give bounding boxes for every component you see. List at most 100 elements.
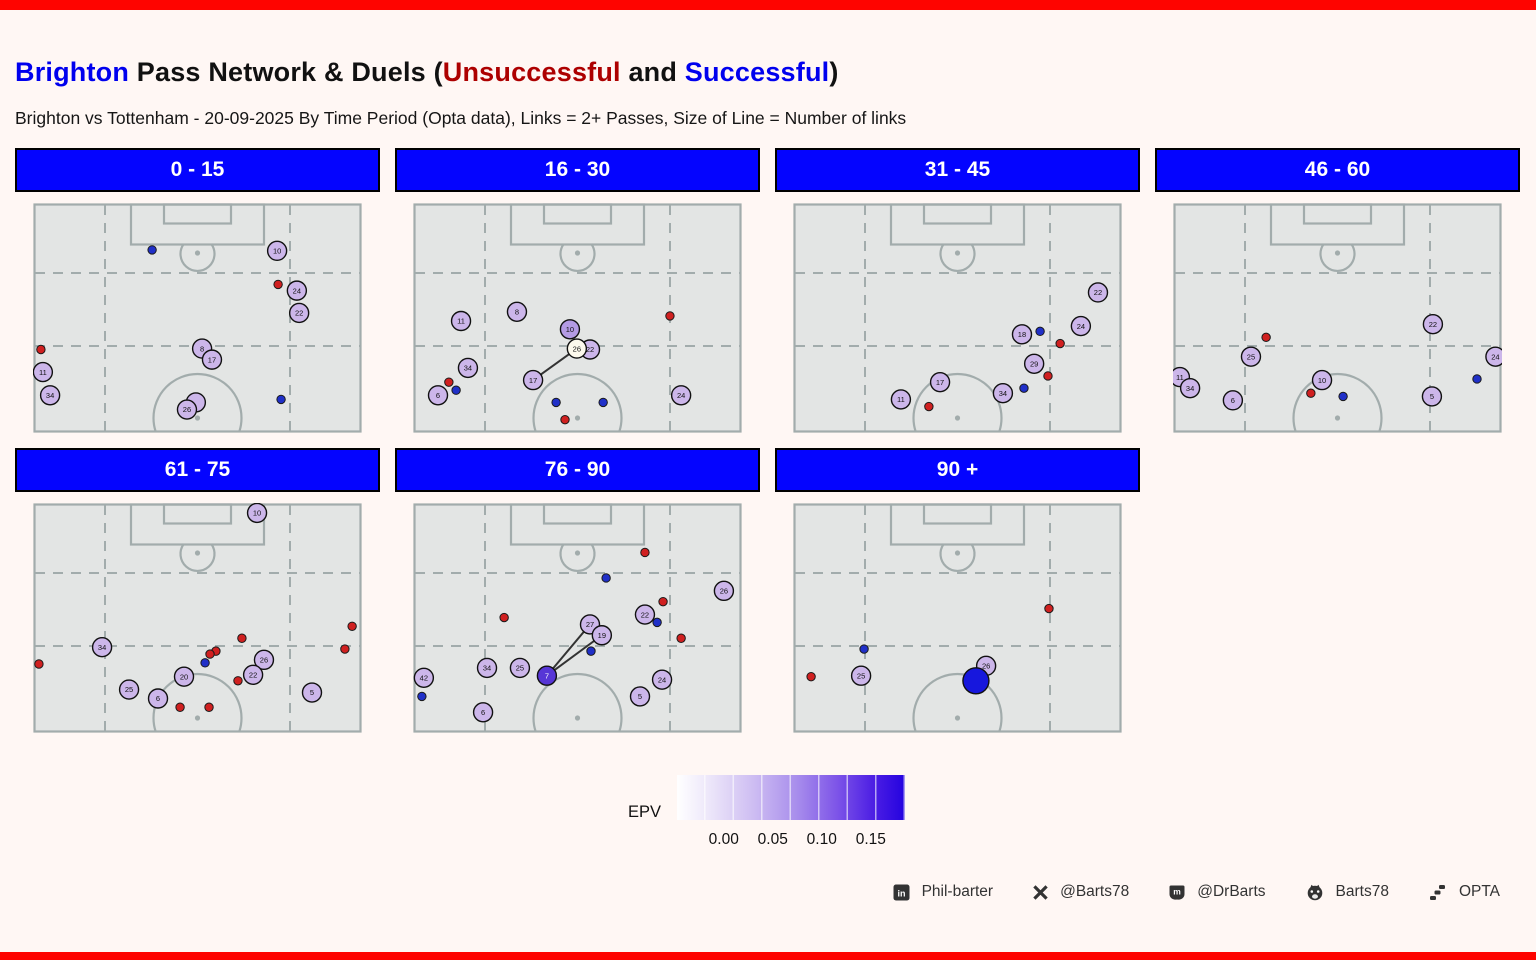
epv-legend-label: EPV xyxy=(628,803,662,821)
duel-dot-unsuccessful xyxy=(658,596,668,607)
duel-dot-successful xyxy=(1035,326,1045,337)
player-node: 29 xyxy=(1023,353,1045,374)
subtitle: Brighton vs Tottenham - 20-09-2025 By Ti… xyxy=(15,108,907,128)
player-node: 17 xyxy=(201,349,223,370)
player-node: 24 xyxy=(1485,346,1502,367)
duel-dot-successful xyxy=(451,385,461,395)
player-number: 22 xyxy=(1429,320,1437,329)
player-number: 5 xyxy=(1430,392,1434,401)
player-node: 26 xyxy=(176,399,198,420)
player-node: 10 xyxy=(246,503,268,524)
player-number: 22 xyxy=(586,345,594,354)
footer-handle: @DrBarts xyxy=(1197,883,1266,900)
player-number: 24 xyxy=(1077,322,1085,331)
duel-dot-successful xyxy=(1019,383,1029,393)
duel-dot-successful xyxy=(1472,374,1482,384)
player-node: 24 xyxy=(651,669,673,690)
duel-dot-unsuccessful xyxy=(273,279,283,290)
pitch-overlay: 10 24 22 8 17 11 34 26 xyxy=(33,240,310,420)
player-number: 34 xyxy=(46,391,54,400)
player-node: 11 xyxy=(890,389,912,410)
player-number: 34 xyxy=(464,364,472,373)
footer-handle: Barts78 xyxy=(1335,883,1389,900)
player-node: 10 xyxy=(1311,369,1333,391)
player-number: 26 xyxy=(982,662,990,671)
footer-item-x: @Barts78 xyxy=(1033,883,1129,901)
player-node: 11 xyxy=(33,361,54,383)
player-node: 5 xyxy=(1421,386,1443,407)
duel-dot-unsuccessful xyxy=(1306,388,1316,398)
title-and: and xyxy=(620,57,685,87)
duel-dot-successful xyxy=(601,573,611,583)
player-number: 24 xyxy=(658,675,666,684)
pitch: 26 22 27 19 34 25 42 24 5 6 7 xyxy=(413,503,742,733)
player-node: 26 xyxy=(566,338,588,359)
player-node: 20 xyxy=(173,666,195,687)
duel-dot-unsuccessful xyxy=(175,702,185,712)
duel-dot-unsuccessful xyxy=(233,676,243,686)
duel-dot-successful xyxy=(859,644,869,654)
time-panel-16-30: 16 - 30 8 11 10 22 26 34 17 6 24 xyxy=(395,148,760,433)
duel-dot-successful xyxy=(652,617,662,628)
time-panel-76-90: 76 - 90 26 22 27 19 34 25 42 24 5 6 7 xyxy=(395,448,760,733)
panel-header: 61 - 75 xyxy=(15,448,380,492)
svg-text:m: m xyxy=(1173,886,1181,896)
pitch: 22 24 18 29 17 34 11 xyxy=(793,203,1122,433)
player-number: 34 xyxy=(98,643,106,652)
duel-dot-unsuccessful xyxy=(924,401,934,412)
player-node: 25 xyxy=(118,679,140,700)
footer-item-opta: OPTA xyxy=(1429,883,1500,901)
legend-tick: 0.10 xyxy=(806,831,837,848)
footer-handle: Phil-barter xyxy=(921,883,994,900)
duel-dot-unsuccessful xyxy=(205,649,215,659)
title-close: ) xyxy=(829,57,839,87)
duel-dot-unsuccessful xyxy=(237,633,247,643)
pitch-overlay: 22 25 24 11 10 34 6 5 xyxy=(1173,314,1502,411)
player-node: 24 xyxy=(670,385,692,406)
player-number: 8 xyxy=(200,344,204,353)
player-number: 22 xyxy=(641,610,649,619)
player-node: 34 xyxy=(91,637,113,658)
player-node: 17 xyxy=(929,371,951,393)
duel-dot-unsuccessful xyxy=(806,671,816,682)
player-node: 6 xyxy=(427,385,449,406)
player-node: 22 xyxy=(1087,282,1109,303)
duel-dot-unsuccessful xyxy=(34,659,44,669)
player-node: 11 xyxy=(450,310,472,332)
player-node: 8 xyxy=(506,301,528,322)
pitch-markings xyxy=(793,203,1122,433)
title-team: Brighton xyxy=(15,57,130,87)
player-number: 10 xyxy=(273,247,281,256)
player-number: 34 xyxy=(1186,384,1194,393)
legend-tick: 0.15 xyxy=(855,831,886,848)
player-node: 22 xyxy=(288,302,310,324)
player-number: 5 xyxy=(638,692,642,701)
duel-dot-unsuccessful xyxy=(1044,603,1054,614)
player-node: 24 xyxy=(286,280,308,301)
player-number: 11 xyxy=(897,395,905,404)
player-node: 22 xyxy=(242,664,264,686)
player-node: 26 xyxy=(253,649,275,671)
player-node: 10 xyxy=(559,319,581,340)
duel-dot-unsuccessful xyxy=(499,612,509,623)
pitch: 10 34 26 22 20 25 6 5 xyxy=(33,503,362,733)
svg-text:in: in xyxy=(897,888,905,898)
footer-item-linkedin: in Phil-barter xyxy=(893,883,994,901)
pitch-svg xyxy=(793,203,1122,433)
duel-dot-successful xyxy=(598,397,608,408)
player-node: 17 xyxy=(522,369,544,391)
player-node: 25 xyxy=(509,657,531,679)
player-node: 34 xyxy=(39,385,61,406)
player-number: 25 xyxy=(125,685,133,694)
legend-tick: 0.00 xyxy=(708,831,739,848)
player-node: 25 xyxy=(850,665,872,686)
player-number: 25 xyxy=(857,671,865,680)
time-panel-90+: 90 + 26 25 xyxy=(775,448,1140,733)
duel-dot-unsuccessful xyxy=(676,633,686,643)
player-node: 34 xyxy=(992,383,1014,404)
panel-header: 16 - 30 xyxy=(395,148,760,192)
player-number: 26 xyxy=(260,656,268,665)
pitch-overlay: 22 24 18 29 17 34 11 xyxy=(890,282,1109,412)
epv-colorbar xyxy=(677,775,905,820)
player-number: 5 xyxy=(310,688,314,697)
